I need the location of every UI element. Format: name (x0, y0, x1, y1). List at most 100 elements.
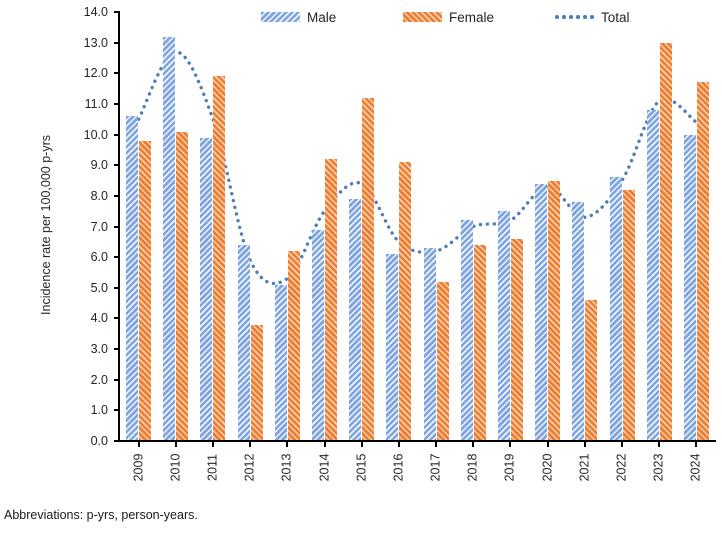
bar-female-2009 (139, 140, 152, 441)
x-tick-mark (211, 442, 214, 447)
bar-female-2016 (399, 162, 412, 441)
bar-female-2020 (548, 180, 561, 441)
legend-item-total: Total (555, 9, 630, 25)
x-tick-label-2020: 2020 (540, 453, 555, 482)
x-tick-label-2015: 2015 (354, 453, 369, 482)
footnote: Abbreviations: p-yrs, person-years. (4, 508, 198, 522)
bar-male-2019 (497, 211, 510, 441)
bar-male-2015 (349, 198, 362, 441)
x-tick-mark (323, 442, 326, 447)
y-tick-label: 0.0 (90, 434, 108, 448)
x-tick-label-2019: 2019 (502, 453, 517, 482)
bar-female-2022 (622, 189, 635, 441)
x-tick-mark (435, 442, 438, 447)
bar-male-2021 (572, 201, 585, 441)
bar-female-2018 (473, 244, 486, 441)
bar-male-2022 (609, 177, 622, 441)
x-tick-label-2022: 2022 (614, 453, 629, 482)
bar-male-2014 (312, 229, 325, 441)
y-tick-label: 13.0 (83, 35, 108, 50)
bar-female-2015 (362, 97, 375, 441)
x-tick-label-2013: 2013 (279, 453, 294, 482)
y-tick-label: 8.0 (90, 188, 108, 203)
x-tick-label-2017: 2017 (428, 453, 443, 482)
x-tick-label-2021: 2021 (577, 453, 592, 482)
x-tick-mark (621, 442, 624, 447)
x-tick-mark (174, 442, 177, 447)
y-tick-label: 9.0 (90, 158, 108, 173)
x-tick-label-2023: 2023 (651, 453, 666, 482)
x-tick-mark (546, 442, 549, 447)
bar-female-2013 (287, 251, 300, 441)
x-tick-mark (695, 442, 698, 447)
y-tick-mark (114, 286, 120, 289)
y-tick-label: 3.0 (90, 342, 108, 357)
x-tick-mark (583, 442, 586, 447)
x-tick-mark (249, 442, 252, 447)
x-tick-label-2018: 2018 (465, 453, 480, 482)
bar-male-2020 (535, 183, 548, 441)
y-tick-mark (114, 348, 120, 351)
bar-male-2023 (646, 110, 659, 441)
y-tick-mark (114, 11, 120, 13)
y-tick-label: 1.0 (90, 403, 108, 418)
x-tick-mark (360, 442, 363, 447)
x-tick-label-2010: 2010 (168, 453, 183, 482)
y-tick-mark (114, 102, 120, 105)
legend-item-female: Female (403, 9, 494, 25)
y-tick-mark (114, 378, 120, 381)
bar-female-2021 (585, 300, 598, 441)
y-tick-label: 5.0 (90, 280, 108, 295)
bar-female-2017 (436, 281, 449, 441)
y-tick-label: 14.0 (83, 5, 108, 19)
x-tick-label-2014: 2014 (317, 453, 332, 482)
y-tick-label: 11.0 (84, 96, 108, 111)
legend-label-female: Female (449, 9, 495, 25)
bar-male-2009 (126, 116, 139, 441)
bar-female-2012 (250, 324, 263, 441)
y-tick-label: 7.0 (90, 219, 108, 234)
x-axis-line (118, 440, 716, 442)
y-tick-label: 4.0 (90, 311, 108, 326)
bar-female-2011 (213, 76, 226, 441)
y-axis-title: Incidence rate per 100,000 p-yrs (39, 135, 53, 315)
y-tick-mark (114, 225, 120, 228)
y-tick-mark (114, 133, 120, 136)
x-tick-mark (658, 442, 661, 447)
bar-male-2017 (423, 247, 436, 441)
x-tick-mark (397, 442, 400, 447)
bar-male-2018 (460, 220, 473, 441)
total-dotted-line-swatch-icon (555, 15, 594, 19)
y-tick-mark (114, 41, 120, 44)
bar-male-2011 (200, 137, 213, 441)
male-swatch-icon (261, 12, 300, 22)
x-tick-mark (137, 442, 140, 447)
bar-female-2014 (325, 159, 338, 441)
legend-label-male: Male (307, 9, 337, 25)
bar-female-2023 (659, 42, 672, 441)
bar-male-2013 (274, 284, 287, 441)
y-tick-mark (114, 194, 120, 197)
bar-female-2024 (696, 82, 709, 441)
y-tick-mark (114, 440, 120, 442)
x-tick-label-2011: 2011 (205, 454, 220, 481)
y-axis-line (118, 11, 120, 441)
y-tick-mark (114, 317, 120, 320)
x-tick-mark (286, 442, 289, 447)
y-tick-label: 6.0 (90, 250, 108, 265)
female-swatch-icon (403, 12, 442, 22)
y-tick-mark (114, 409, 120, 412)
bar-male-2012 (237, 244, 250, 441)
bar-male-2010 (163, 36, 176, 441)
y-tick-mark (114, 256, 120, 259)
y-tick-mark (114, 164, 120, 167)
y-tick-label: 10.0 (83, 127, 108, 142)
x-tick-mark (472, 442, 475, 447)
x-tick-label-2009: 2009 (131, 453, 146, 482)
bar-female-2019 (510, 238, 523, 441)
y-tick-label: 2.0 (90, 372, 108, 387)
bar-male-2016 (386, 254, 399, 441)
x-tick-label-2016: 2016 (391, 453, 406, 482)
legend-item-male: Male (261, 9, 336, 25)
